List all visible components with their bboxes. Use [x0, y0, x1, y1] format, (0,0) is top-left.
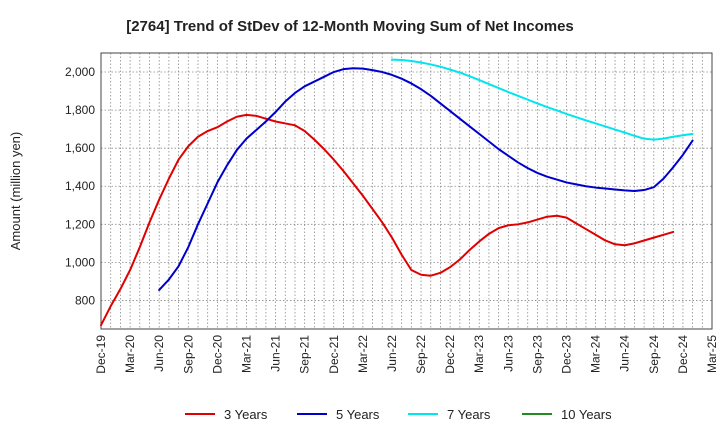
x-tick-label: Mar-25: [705, 335, 719, 373]
x-tick-label: Dec-19: [94, 335, 108, 374]
series-line-5-years: [158, 67, 694, 291]
legend-label-10-years: 10 Years: [561, 407, 612, 422]
x-tick-label: Dec-20: [210, 335, 224, 374]
plot-frame: [100, 52, 713, 330]
x-tick-label: Mar-22: [356, 335, 370, 373]
x-tick-label: Mar-23: [472, 335, 486, 373]
series-line-3-years: [100, 113, 675, 327]
x-tick-label: Dec-22: [443, 335, 457, 374]
series-line-7-years: [390, 58, 694, 141]
y-tick-label: 2,000: [65, 65, 95, 79]
x-tick-label: Jun-22: [385, 335, 399, 372]
y-tick-label: 1,600: [65, 141, 95, 155]
x-tick-label: Dec-23: [560, 335, 574, 374]
x-tick-label: Dec-21: [327, 335, 341, 374]
x-tick-label: Jun-23: [501, 335, 515, 372]
x-tick-label: Sep-21: [298, 335, 312, 374]
x-tick-labels: Dec-19 Mar-20 Jun-20 Sep-20 Dec-20 Mar-21 Jun-…: [94, 335, 719, 374]
legend: 3 Years 5 Years 7 Years 10 Years: [185, 407, 612, 422]
y-axis-label: Amount (million yen): [8, 132, 23, 251]
x-tick-label: Sep-23: [530, 335, 544, 374]
grid-layer: [101, 53, 712, 329]
legend-label-3-years: 3 Years: [224, 407, 268, 422]
x-tick-label: Mar-24: [589, 335, 603, 373]
y-tick-labels: 800 1,000 1,200 1,400 1,600 1,800 2,000: [65, 65, 95, 307]
x-tick-label: Jun-24: [618, 335, 632, 372]
legend-label-5-years: 5 Years: [336, 407, 380, 422]
x-tick-label: Dec-24: [676, 335, 690, 374]
series-layer: [100, 58, 694, 327]
x-tick-label: Sep-22: [414, 335, 428, 374]
y-tick-label: 1,000: [65, 255, 95, 269]
y-tick-label: 1,800: [65, 103, 95, 117]
y-tick-label: 800: [75, 293, 95, 307]
x-tick-label: Sep-24: [647, 335, 661, 374]
y-tick-label: 1,400: [65, 179, 95, 193]
y-tick-label: 1,200: [65, 217, 95, 231]
legend-label-7-years: 7 Years: [447, 407, 491, 422]
x-tick-label: Jun-20: [152, 335, 166, 372]
x-tick-label: Mar-21: [239, 335, 253, 373]
chart-title: [2764] Trend of StDev of 12-Month Moving…: [126, 18, 574, 35]
x-tick-label: Mar-20: [123, 335, 137, 373]
x-tick-label: Jun-21: [269, 335, 283, 372]
x-tick-label: Sep-20: [181, 335, 195, 374]
